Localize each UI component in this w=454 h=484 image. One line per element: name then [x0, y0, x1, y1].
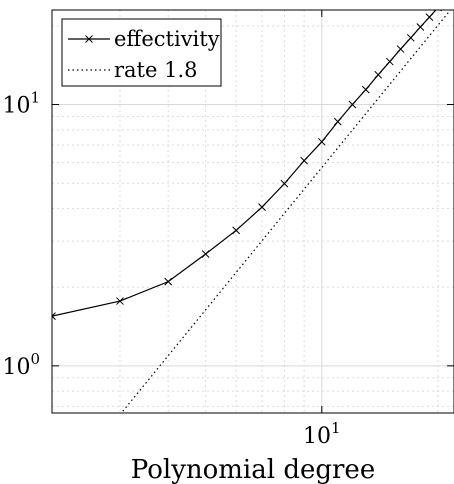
data-point	[52, 312, 56, 320]
y-tick-label: 101	[2, 89, 40, 119]
data-point	[348, 100, 357, 109]
data-point	[164, 277, 173, 286]
legend-entry: effectivity	[68, 27, 220, 51]
data-point	[232, 226, 241, 235]
data-point	[333, 117, 342, 126]
data-point	[416, 23, 425, 31]
legend-items: effectivity rate 1.8	[68, 27, 220, 82]
data-point	[425, 13, 434, 21]
data-point	[280, 179, 289, 188]
legend-entry: rate 1.8	[68, 58, 198, 82]
data-point	[116, 297, 124, 305]
x-tick-label: 101	[303, 419, 341, 449]
data-point	[385, 57, 394, 66]
data-point	[361, 85, 370, 94]
x-axis-label: Polynomial degree	[131, 455, 375, 484]
legend-label: effectivity	[114, 27, 220, 51]
data-point	[258, 203, 266, 211]
data-point	[443, 0, 450, 3]
data-point	[300, 156, 309, 165]
legend-box	[61, 18, 222, 87]
data-point	[317, 137, 326, 146]
ticks: 101 100 101	[2, 10, 454, 449]
grid	[52, 10, 454, 413]
data-point	[201, 250, 210, 258]
data-point	[396, 45, 405, 53]
series-layer	[52, 0, 452, 413]
data-point	[374, 70, 383, 79]
y-tick-label: 100	[2, 350, 40, 380]
legend-label: rate 1.8	[114, 58, 198, 82]
data-point	[406, 33, 415, 42]
axes-box	[51, 9, 454, 414]
legend: effectivity rate 1.8	[61, 18, 222, 87]
